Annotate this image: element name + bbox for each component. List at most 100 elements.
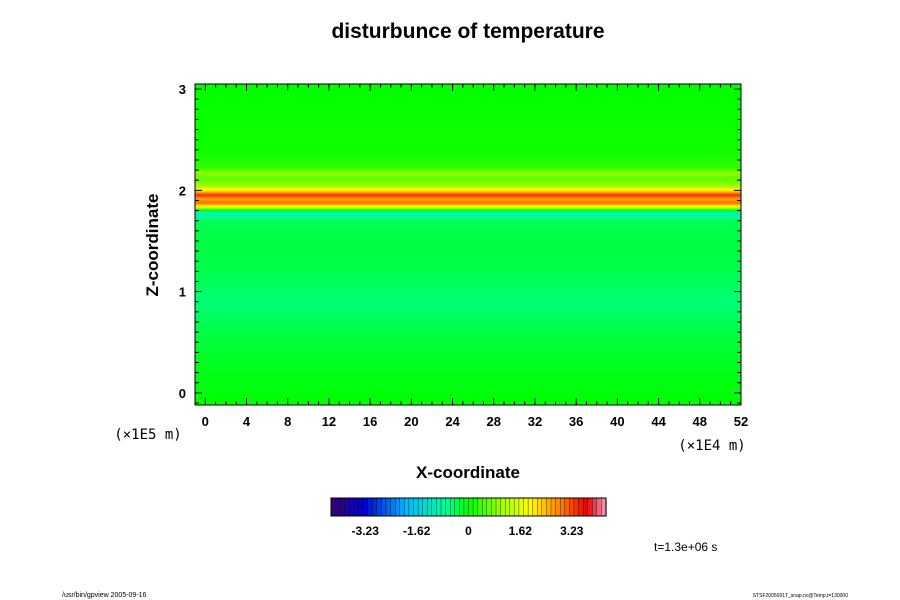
colorbar-segment <box>353 497 360 517</box>
x-tick-label: 16 <box>363 414 377 429</box>
x-tick-label: 40 <box>610 414 624 429</box>
colorbar-segment <box>459 497 465 517</box>
colorbar-segment <box>344 497 350 517</box>
heatmap-band <box>195 392 741 398</box>
heatmap-band <box>195 172 741 174</box>
colorbar-segment <box>335 497 341 517</box>
heatmap-band <box>195 100 741 110</box>
x-tick-label: 4 <box>243 414 251 429</box>
colorbar-segment <box>500 497 506 517</box>
heatmap-band <box>195 396 741 402</box>
heatmap-band <box>195 160 741 164</box>
colorbar-segment <box>404 497 410 517</box>
y-tick-label: 1 <box>179 285 186 300</box>
heatmap-band <box>195 223 741 227</box>
colorbar-segment <box>527 497 534 517</box>
heatmap-band <box>195 290 741 295</box>
colorbar-segment <box>349 497 355 517</box>
heatmap-band <box>195 184 741 186</box>
heatmap-band <box>195 168 741 171</box>
colorbar-tick-label: 1.62 <box>509 524 533 538</box>
colorbar-segment <box>390 497 396 517</box>
heatmap-band <box>195 171 741 173</box>
heatmap-band <box>195 185 741 188</box>
heatmap-band <box>195 259 741 265</box>
heatmap-band <box>195 357 741 364</box>
plot-frame <box>194 83 742 406</box>
colorbar-segment <box>472 497 479 517</box>
heatmap-band <box>195 187 741 189</box>
heatmap-band <box>195 182 741 185</box>
heatmap-band <box>195 388 741 394</box>
x-tick-label: 48 <box>693 414 707 429</box>
heatmap-band <box>195 372 741 378</box>
heatmap-band <box>195 297 741 303</box>
colorbar-segment <box>582 497 589 517</box>
colorbar-frame <box>330 497 607 517</box>
heatmap-band <box>195 187 741 190</box>
heatmap-band <box>195 328 741 333</box>
heatmap-band <box>195 116 741 126</box>
colorbar-segment <box>454 497 460 517</box>
heatmap-band <box>195 305 741 310</box>
heatmap-band <box>195 320 741 326</box>
heatmap-band <box>195 168 741 170</box>
heatmap-band <box>195 154 741 157</box>
footer-left: /usr/bin/gpview 2005-09-16 <box>62 592 147 599</box>
heatmap-band <box>195 176 741 179</box>
heatmap-band <box>195 215 741 217</box>
colorbar-tick-label: -1.62 <box>403 524 431 538</box>
colorbar-segment <box>362 497 369 517</box>
heatmap-band <box>195 164 741 168</box>
x-tick-label: 8 <box>284 414 291 429</box>
heatmap-band <box>195 337 741 343</box>
heatmap-band <box>195 367 741 374</box>
heatmap-band <box>195 108 741 118</box>
heatmap-band <box>195 149 741 153</box>
colorbar-segment <box>573 497 580 517</box>
colorbar-segment <box>385 497 392 517</box>
colorbar-tick-label: 3.23 <box>560 524 584 538</box>
heatmap-band <box>195 185 741 187</box>
heatmap-band <box>195 286 741 291</box>
colorbar-segment <box>408 497 415 517</box>
y-axis-label: Z-coordinate <box>143 194 162 297</box>
heatmap-band <box>195 301 741 307</box>
heatmap-band <box>195 225 741 229</box>
colorbar-segment <box>358 497 364 517</box>
x-tick-label: 44 <box>651 414 666 429</box>
heatmap-band <box>195 294 741 299</box>
x-tick-label: 52 <box>734 414 748 429</box>
colorbar-segment <box>445 497 451 517</box>
x-tick-label: 24 <box>445 414 460 429</box>
colorbar-segment <box>330 497 337 517</box>
heatmap-band <box>195 220 741 224</box>
heatmap-band <box>195 275 741 280</box>
chart-title: disturbunce of temperature <box>331 20 604 43</box>
x-tick-label: 0 <box>202 414 209 429</box>
heatmap-band <box>195 186 741 188</box>
colorbar-segment <box>559 497 566 517</box>
colorbar-segment <box>587 497 593 517</box>
colorbar-segment <box>422 497 428 517</box>
heatmap-band <box>195 324 741 329</box>
heatmap-band <box>195 256 741 261</box>
colorbar-segment <box>413 497 419 517</box>
colorbar-segment <box>514 497 520 517</box>
heatmap-band <box>195 248 741 253</box>
colorbar-segment <box>491 497 497 517</box>
heatmap-band <box>195 230 741 234</box>
heatmap-band <box>195 179 741 181</box>
heatmap-band <box>195 380 741 386</box>
heatmap-band <box>195 133 741 143</box>
heatmap-band <box>195 362 741 369</box>
colorbar <box>330 497 607 517</box>
heatmap-band <box>195 156 741 160</box>
heatmap-band <box>195 332 741 338</box>
heatmap-band <box>195 92 741 102</box>
colorbar-segment <box>431 497 437 517</box>
heatmap-band <box>195 263 741 269</box>
heatmap-band <box>195 218 741 221</box>
heatmap-band <box>195 244 741 250</box>
